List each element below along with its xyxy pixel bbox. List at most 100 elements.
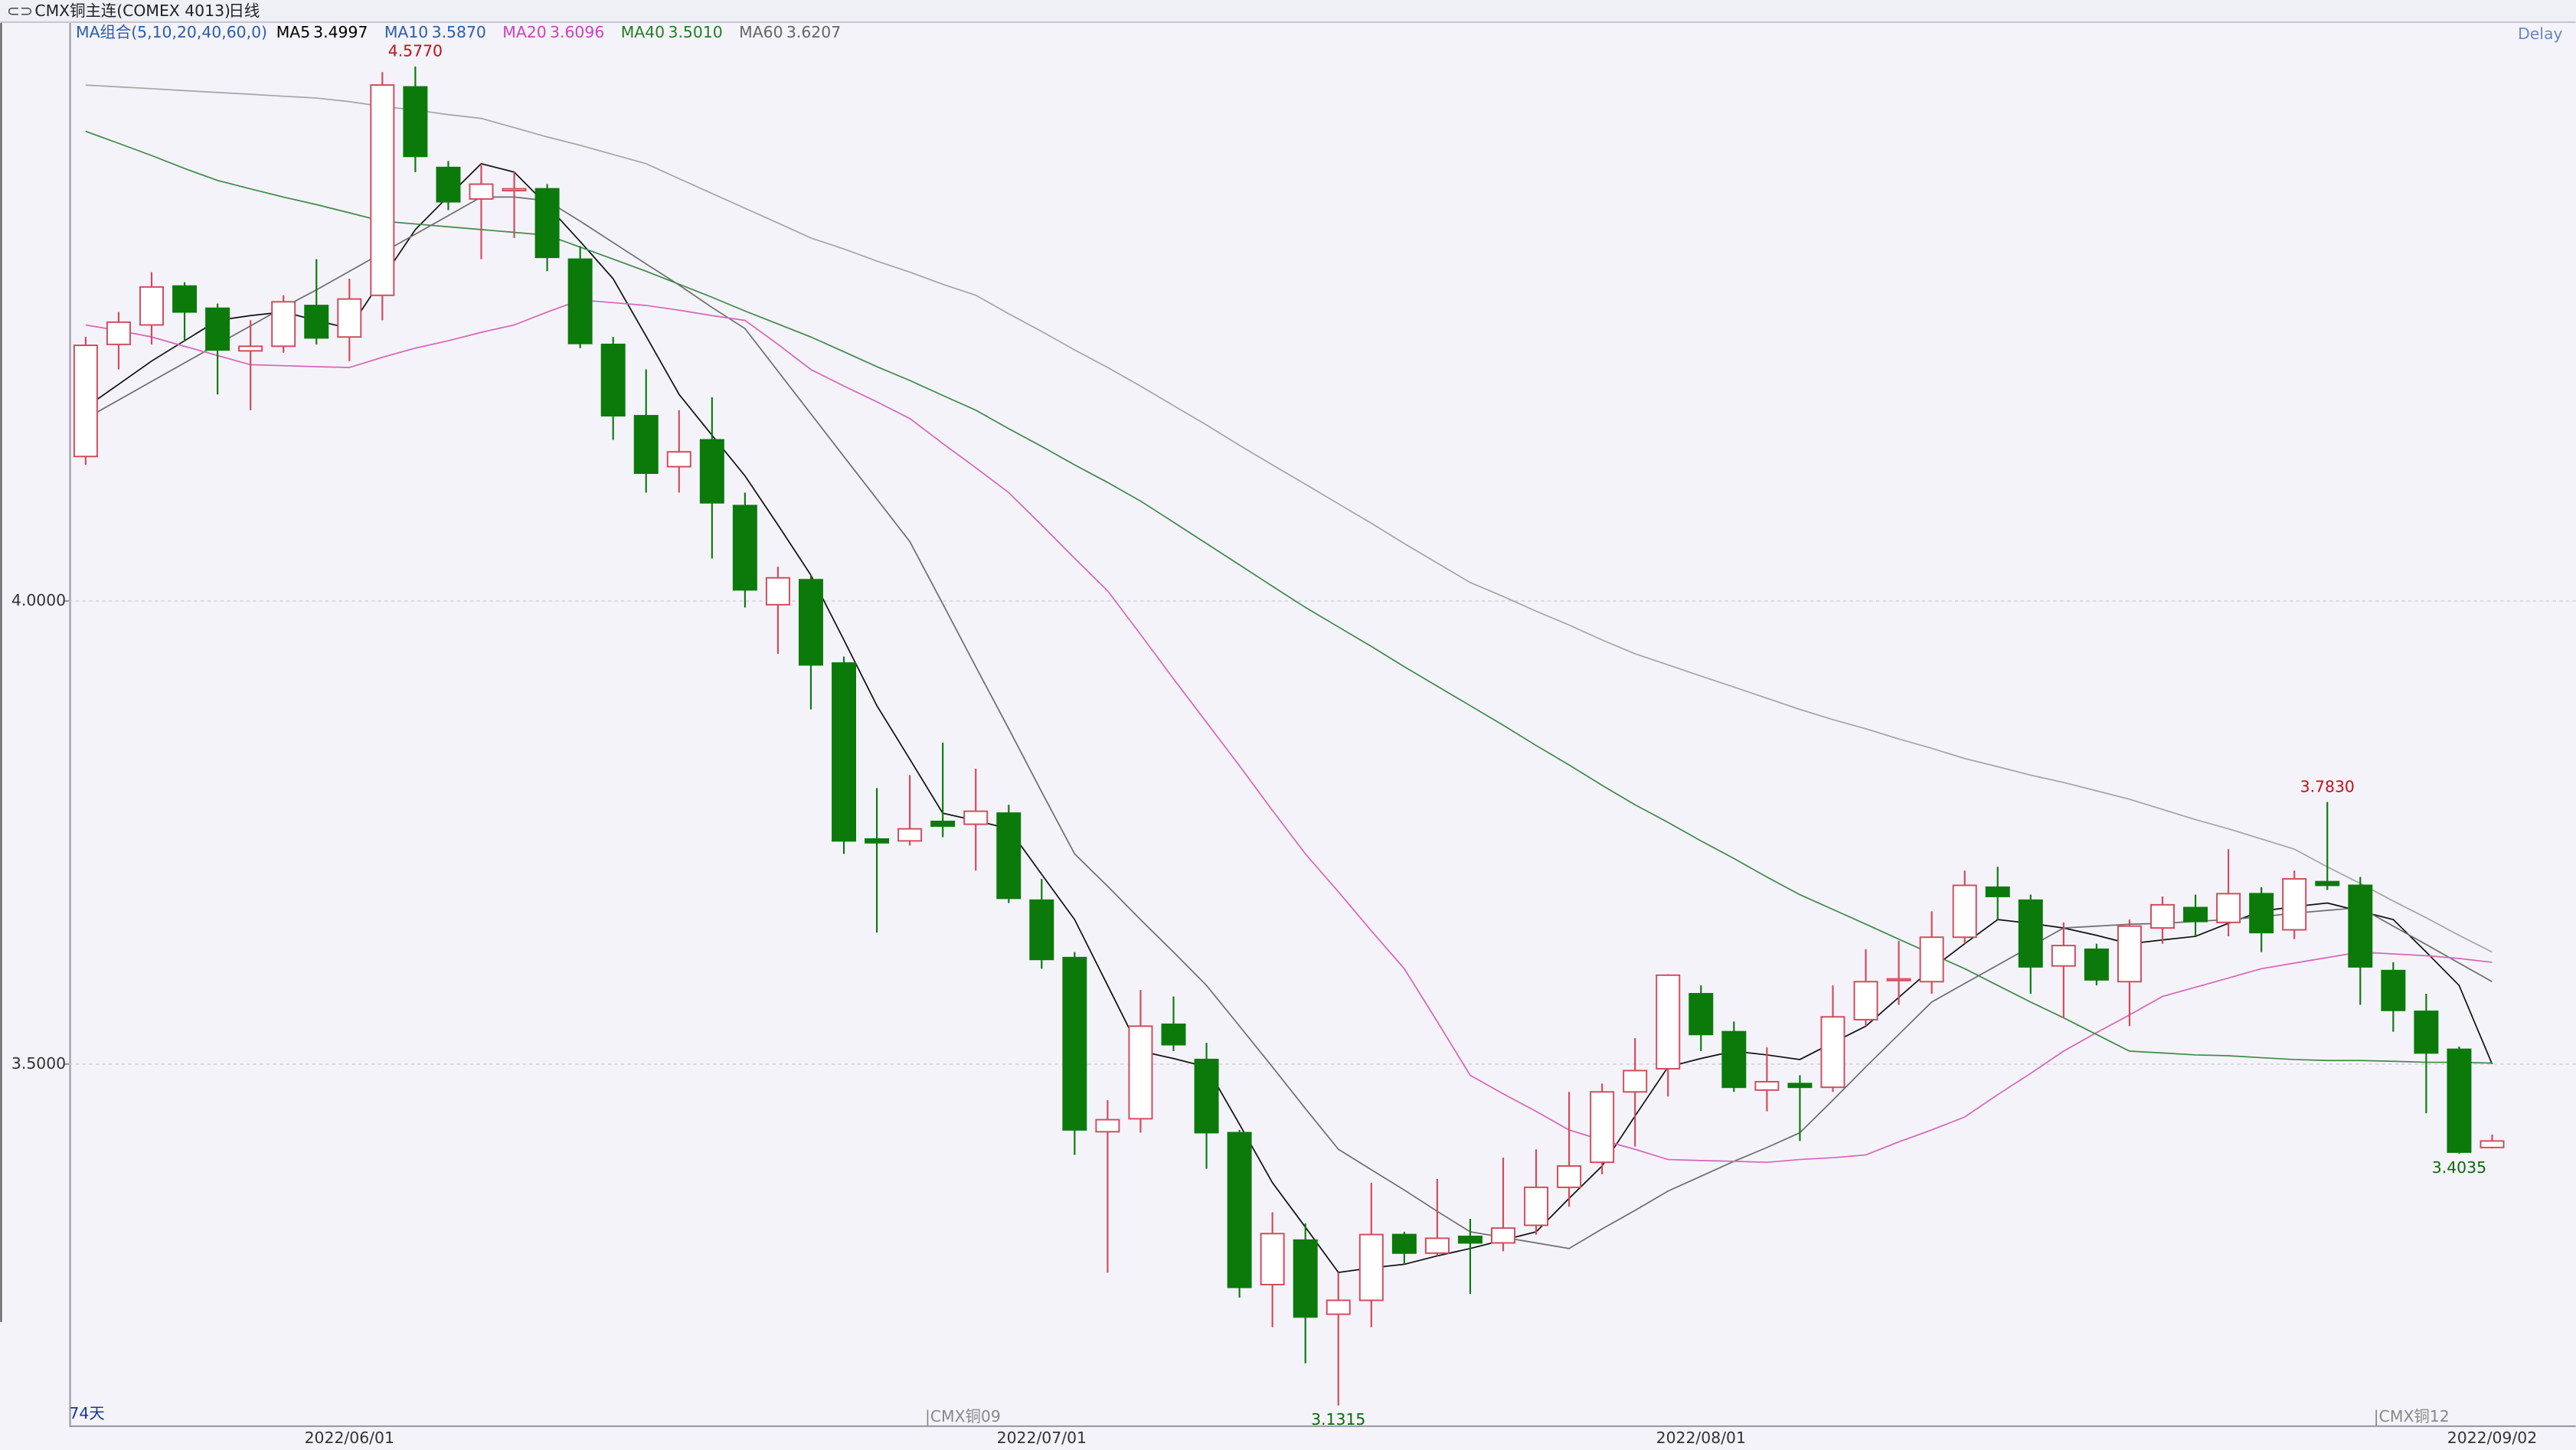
candle-body <box>106 321 131 345</box>
legend-name: MA5 <box>276 23 310 41</box>
candle-body <box>172 285 198 313</box>
candle-body <box>1260 1233 1285 1285</box>
candle-body <box>139 286 164 326</box>
legend-name: MA20 <box>502 23 546 41</box>
legend-name: MA40 <box>621 23 665 41</box>
candle-body <box>1161 1023 1186 1046</box>
candle-body <box>832 662 857 842</box>
ma-line <box>85 84 2493 953</box>
candle-body <box>1194 1058 1219 1134</box>
candle-body <box>1424 1237 1450 1254</box>
candle-body <box>1491 1227 1515 1244</box>
candle-body <box>1985 886 2010 897</box>
header-bar <box>0 0 2576 21</box>
candle-body <box>1853 981 1878 1021</box>
candle-body <box>1919 936 1944 983</box>
legend-value: 3.5010 <box>668 23 722 41</box>
y-tick-label: 3.5000 <box>11 1054 66 1073</box>
candle-body <box>2315 880 2340 887</box>
candle-body <box>534 188 560 259</box>
delay-label: Delay <box>2518 24 2562 43</box>
candle-body <box>1590 1091 1615 1164</box>
ma-line <box>85 162 2493 1274</box>
x-tick-label: 2022/06/01 <box>305 1429 394 1447</box>
candle-body <box>1787 1083 1813 1089</box>
candle-body <box>2249 893 2274 934</box>
x-tick-label: 2022/09/02 <box>2447 1429 2537 1447</box>
candle-body <box>633 415 659 475</box>
candle-body <box>600 343 626 416</box>
candle-body <box>1820 1016 1845 1089</box>
candle-body <box>1623 1070 1648 1093</box>
candle-body <box>1457 1236 1483 1244</box>
candle-body <box>2018 899 2043 968</box>
candle-body <box>1358 1233 1384 1301</box>
candle-body <box>370 84 395 296</box>
link-icon: ⊂⊃ <box>7 2 33 20</box>
candle-body <box>699 439 724 504</box>
x-tick-label: 2022/08/01 <box>1656 1429 1746 1447</box>
candle-body <box>436 166 461 203</box>
legend-value: 3.4997 <box>313 23 368 41</box>
extreme-label: 3.1315 <box>1311 1410 1365 1429</box>
candle-body <box>1688 993 1714 1036</box>
candle-body <box>567 258 593 345</box>
candle-body <box>1524 1186 1549 1226</box>
candle-body <box>403 86 428 158</box>
candle-body <box>502 188 527 191</box>
candle-body <box>798 579 823 666</box>
candle-body <box>1754 1080 1780 1091</box>
candle-body <box>1227 1132 1252 1288</box>
candle-body <box>2150 903 2175 929</box>
candle-body <box>732 505 757 591</box>
candle-body <box>2348 884 2373 968</box>
period-label[interactable]: 日线 <box>229 2 260 20</box>
candle-body <box>337 298 362 338</box>
candle-body <box>1952 884 1977 939</box>
contract-marker: |CMX铜12 <box>2374 1407 2450 1426</box>
candle-body <box>2480 1140 2505 1148</box>
candle-body <box>1029 899 1054 961</box>
day-count: 74天 <box>69 1404 104 1422</box>
candle-body <box>666 451 691 468</box>
x-tick-label: 2022/07/01 <box>997 1429 1087 1447</box>
contract-marker: |CMX铜09 <box>925 1407 1001 1426</box>
candle-body <box>897 828 923 842</box>
y-tick-label: 4.0000 <box>11 591 66 609</box>
candle-body <box>1095 1119 1120 1133</box>
legend-name: MA10 <box>384 23 428 41</box>
header-title: CMX铜主连(COMEX 4013) <box>34 2 230 20</box>
candle-body <box>1557 1165 1582 1188</box>
extreme-label: 3.4035 <box>2432 1158 2486 1177</box>
candle-body <box>2414 1011 2439 1054</box>
candle-body <box>1293 1239 1318 1318</box>
candle-body <box>1721 1030 1747 1089</box>
legend-value: 3.6096 <box>550 23 604 41</box>
legend-value: 3.5870 <box>432 23 486 41</box>
indicator-label[interactable]: MA组合(5,10,20,40,60,0) <box>76 23 267 41</box>
ma-line <box>85 299 2493 1164</box>
candle-body <box>1886 978 1911 981</box>
candle-body <box>469 183 494 200</box>
extreme-label: 3.7830 <box>2300 777 2355 795</box>
legend-name: MA60 <box>739 23 783 41</box>
ma-line <box>85 130 2493 1064</box>
candle-body <box>1656 974 1681 1070</box>
candle-body <box>1391 1233 1417 1254</box>
candle-body <box>963 810 989 825</box>
candle-body <box>2117 925 2142 983</box>
candle-body <box>1128 1025 1153 1120</box>
candle-body <box>2447 1048 2472 1153</box>
candle-body <box>2084 948 2109 981</box>
candle-body <box>2216 893 2241 923</box>
candle-body <box>271 301 296 348</box>
candle-body <box>1062 956 1087 1131</box>
candle-body <box>996 812 1022 900</box>
candle-body <box>304 305 329 339</box>
legend-value: 3.6207 <box>786 23 841 41</box>
candle-body <box>865 838 890 844</box>
extreme-label: 4.5770 <box>388 42 443 60</box>
candle-body <box>238 345 263 352</box>
